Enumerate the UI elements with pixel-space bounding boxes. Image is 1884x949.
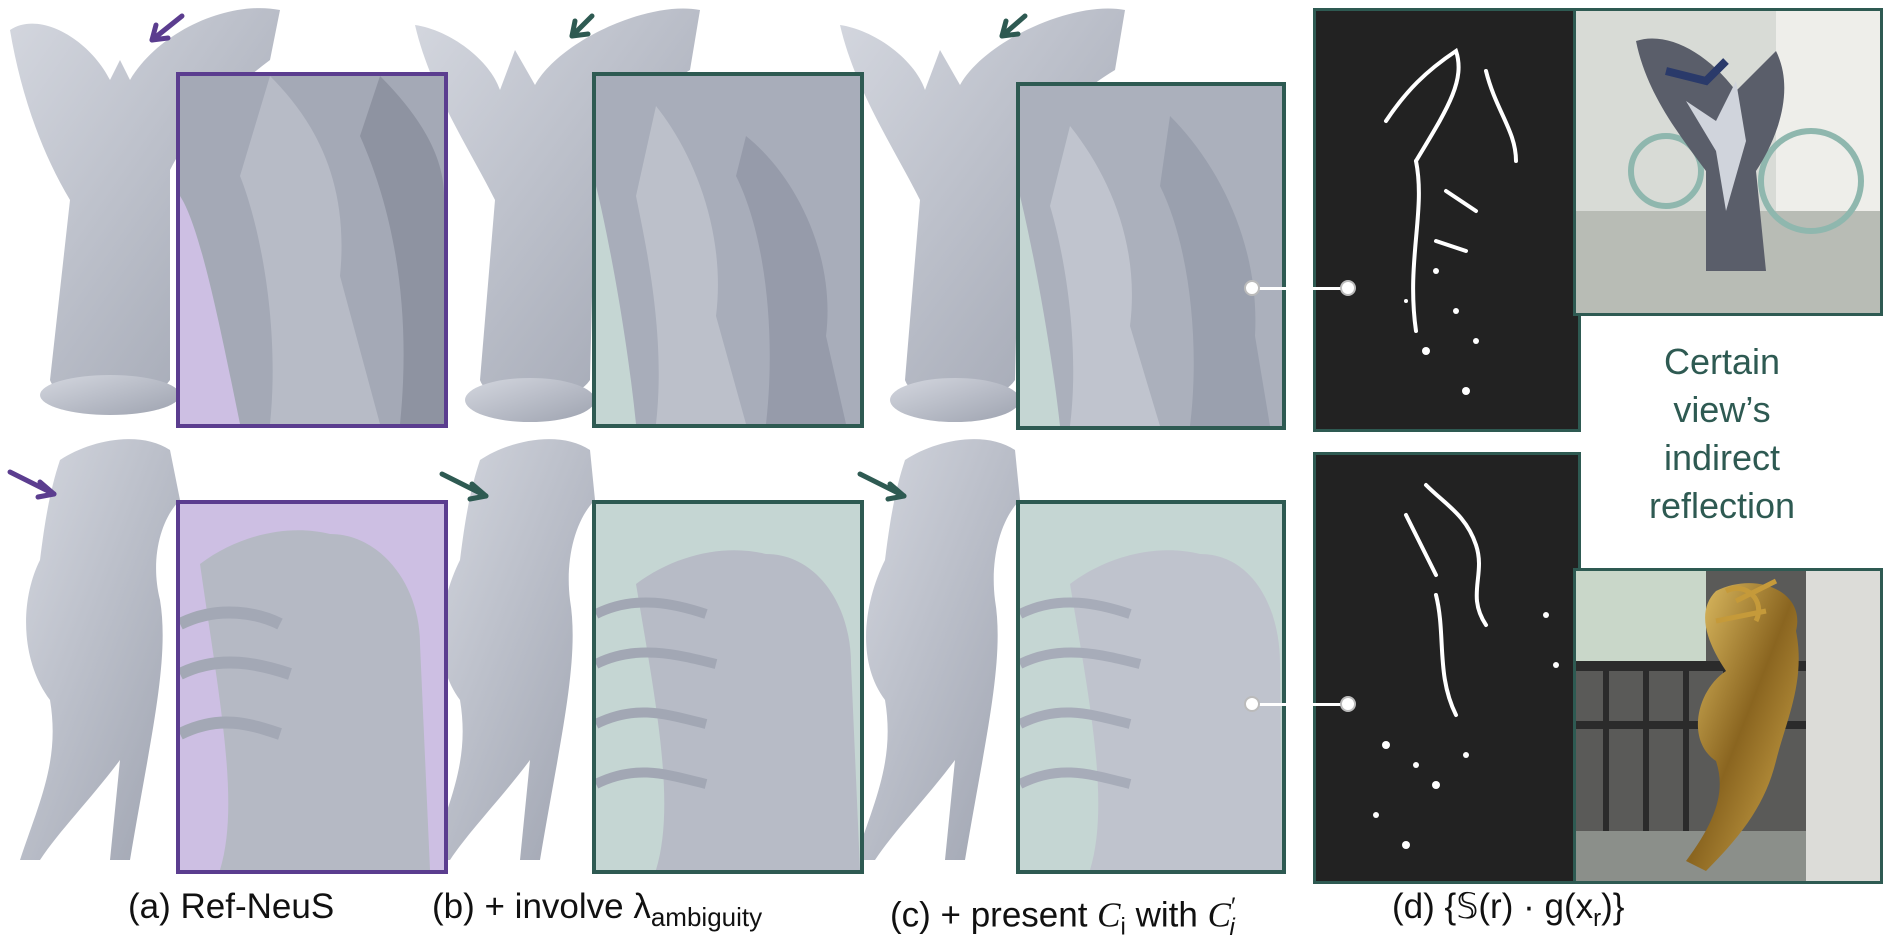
horse-statue-b: [430, 439, 595, 860]
horse-statue-a: [20, 439, 180, 860]
zoom-panel-a-bottom: [176, 500, 448, 874]
connector-dot-icon: [1244, 696, 1260, 712]
caption-a: (a) Ref-NeuS: [128, 887, 334, 927]
caption-b: (b) + involve λambiguity: [432, 887, 762, 937]
caption-c-math2-sup: ′: [1230, 893, 1236, 920]
connector-dot-icon: [1244, 280, 1260, 296]
arrow-icon: [857, 471, 907, 502]
connector-dot-icon: [1340, 696, 1356, 712]
reflection-map-bottom: [1313, 452, 1581, 884]
caption-c-text: (c) + present: [890, 895, 1098, 935]
side-annotation: Certain view’s indirect reflection: [1612, 338, 1832, 530]
zoom-panel-c-bottom: [1016, 500, 1286, 874]
arrow-icon: [149, 13, 185, 43]
caption-c-math: C: [1097, 895, 1121, 935]
connector-line-top: [1250, 287, 1350, 290]
caption-d-subscript: r: [1593, 905, 1602, 932]
caption-b-subscript: ambiguity: [650, 902, 763, 932]
caption-c: (c) + present Ci with C′i: [890, 887, 1235, 948]
zoom-panel-b-bottom: [592, 500, 864, 874]
side-text-line: view’s: [1673, 389, 1771, 430]
caption-c-math-sub: i: [1120, 913, 1126, 941]
zoom-panel-b-top: [592, 72, 864, 428]
caption-c-math2: C: [1207, 895, 1231, 935]
arrow-icon: [439, 471, 489, 502]
caption-a-text: (a) Ref-NeuS: [128, 887, 335, 926]
arrow-icon: [7, 469, 57, 500]
caption-d-end: )}: [1601, 887, 1625, 926]
connector-line-bottom: [1250, 703, 1350, 706]
side-text-line: reflection: [1648, 485, 1796, 526]
reflection-map-top: [1313, 8, 1581, 432]
caption-c-mid: with: [1125, 895, 1208, 935]
photo-angel-statue: [1573, 8, 1883, 316]
caption-c-math2-sub: i: [1229, 913, 1235, 941]
photo-horse-statue: [1573, 568, 1883, 884]
caption-b-text: (b) + involve λ: [432, 887, 651, 926]
arrow-icon: [999, 13, 1028, 39]
zoom-panel-a-top: [176, 72, 448, 428]
zoom-panel-c-top: [1016, 82, 1286, 430]
horse-statue-c: [855, 439, 1020, 860]
caption-d: (d) {𝕊(r) · g(xr)}: [1392, 887, 1624, 939]
side-text-line: Certain: [1663, 341, 1781, 382]
caption-d-text: (d) {𝕊(r) · g(x: [1392, 887, 1594, 926]
connector-dot-icon: [1340, 280, 1356, 296]
side-text-line: indirect: [1663, 437, 1781, 478]
arrow-icon: [569, 13, 595, 39]
